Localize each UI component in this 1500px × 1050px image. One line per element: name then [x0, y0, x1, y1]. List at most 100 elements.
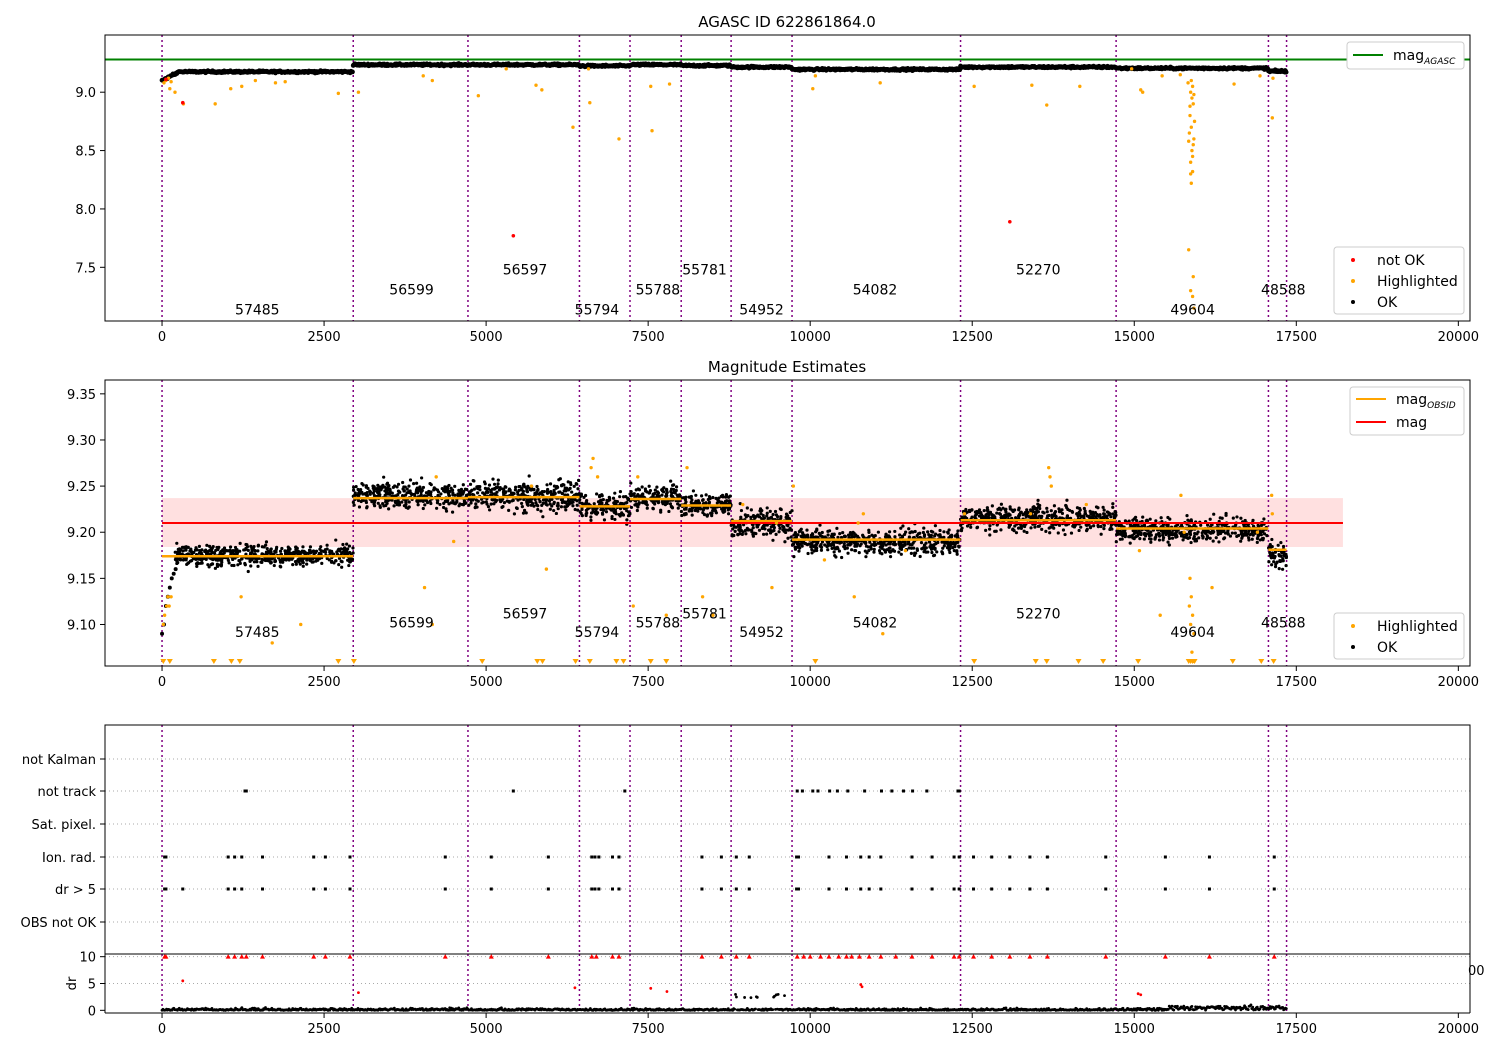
ok-point [898, 533, 902, 537]
highlighted-point [1190, 148, 1194, 153]
ok-point [888, 546, 892, 550]
ok-point [552, 488, 556, 492]
ok-point [779, 516, 783, 520]
ok-point [946, 530, 950, 534]
ok-point [253, 549, 257, 553]
ok-point [707, 494, 712, 499]
ok-point [970, 508, 974, 512]
ok-point [340, 565, 344, 569]
ok-point [1025, 530, 1029, 535]
highlighted-point [1190, 84, 1195, 89]
ok-point [269, 560, 273, 565]
ok-point [676, 506, 680, 510]
ok-point [680, 513, 684, 518]
ok-point [512, 512, 517, 516]
ok-point [1265, 534, 1269, 538]
ok-point [872, 547, 876, 551]
ok-point [1133, 523, 1137, 527]
ok-point [714, 496, 718, 500]
ok-point [941, 546, 945, 550]
ok-point [1142, 533, 1147, 537]
ok-point [478, 484, 482, 489]
ok-point [688, 507, 692, 511]
highlighted-point [571, 125, 575, 129]
ok-point [351, 500, 355, 504]
ok-point [604, 510, 609, 514]
ok-point [487, 508, 492, 512]
highlighted-point [878, 81, 882, 85]
ok-point [486, 505, 491, 509]
ok-point [901, 524, 905, 528]
ok-point [765, 532, 769, 536]
ok-point [788, 528, 793, 532]
x-tick-label: 2500 [308, 330, 341, 345]
ok-point [325, 547, 329, 551]
legend-label-not-ok: not OK [1377, 253, 1425, 269]
highlighted-point [650, 129, 654, 133]
highlighted-point [1188, 172, 1193, 176]
ok-point [1014, 516, 1018, 520]
ok-point [1114, 540, 1118, 544]
ok-point [1134, 535, 1138, 539]
highlighted-point [1186, 81, 1190, 85]
ok-point [364, 499, 368, 503]
ok-point [1151, 523, 1155, 527]
x-tick-label: 15000 [1114, 330, 1155, 345]
ok-point [643, 487, 648, 491]
ok-point [1099, 524, 1103, 529]
ok-point [1061, 528, 1066, 532]
ok-point [491, 477, 495, 481]
ok-point [850, 532, 854, 536]
ok-point [553, 491, 557, 496]
ok-point [1181, 538, 1185, 542]
ok-point [618, 495, 622, 499]
ok-point [887, 549, 892, 554]
ok-point [227, 561, 231, 565]
ok-point [694, 499, 698, 503]
ok-point [1247, 536, 1251, 540]
ok-point [429, 501, 433, 506]
ok-point [514, 485, 518, 489]
ok-point [1056, 531, 1060, 535]
ok-point [226, 558, 230, 562]
ok-point [765, 506, 769, 510]
ok-point [778, 526, 782, 530]
ok-point [1218, 516, 1222, 520]
ok-point [782, 525, 786, 529]
ok-point [591, 507, 595, 512]
ok-point [291, 563, 295, 567]
ok-point [357, 505, 362, 509]
ok-point [371, 484, 375, 488]
ok-point [1060, 508, 1064, 512]
ok-point [635, 503, 639, 507]
ok-point [325, 543, 329, 547]
ok-point [414, 488, 419, 492]
ok-point [876, 530, 880, 534]
ok-point [408, 489, 412, 493]
ok-point [1251, 530, 1255, 534]
ok-point [1116, 532, 1120, 536]
ok-point [1211, 539, 1215, 543]
ok-point [647, 484, 651, 488]
ok-point [485, 487, 490, 491]
ok-point [208, 544, 212, 548]
ok-point [942, 530, 946, 534]
panel1-axes: 0 2500 5000 7500 10000 12500 15000 17500 200007.… [75, 86, 1479, 345]
ok-point [777, 523, 781, 528]
ok-point [381, 501, 385, 506]
ok-point [560, 491, 564, 496]
x-tick-label: 17500 [1276, 330, 1317, 345]
ok-point [414, 481, 419, 485]
ok-point [897, 550, 901, 554]
ok-point [955, 549, 959, 553]
ok-point [977, 508, 982, 512]
ok-point [1033, 513, 1037, 517]
ok-point [496, 478, 500, 482]
ok-point [629, 481, 633, 485]
ok-point [744, 532, 748, 536]
ok-point [947, 548, 951, 552]
ok-point [655, 485, 659, 489]
ok-point [830, 546, 834, 551]
